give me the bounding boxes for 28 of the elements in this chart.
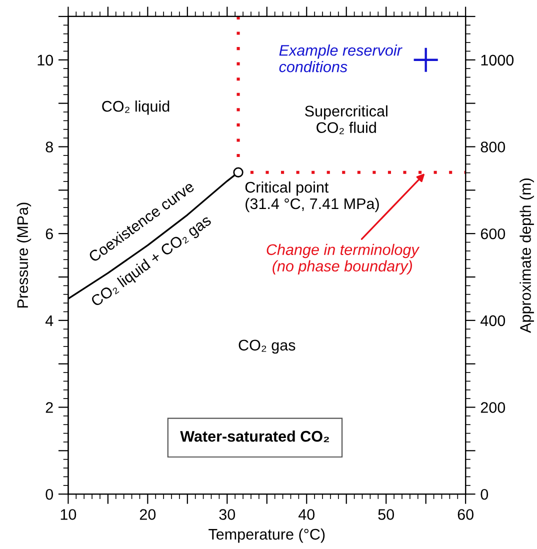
y2-tick-label: 200 bbox=[480, 402, 506, 413]
y-axis-title: Pressure (MPa) bbox=[16, 202, 32, 308]
y2-axis-title: Approximate depth (m) bbox=[520, 178, 534, 333]
y-tick-label: 4 bbox=[45, 315, 54, 326]
y-tick-label: 8 bbox=[46, 142, 53, 152]
annotation: CO₂ gas bbox=[238, 340, 296, 354]
annotation: Change in terminology (no phase boundary) bbox=[266, 244, 420, 275]
y2-tick-label: 800 bbox=[480, 142, 506, 152]
annotation: CO₂ liquid bbox=[102, 100, 170, 115]
x-tick-label: 60 bbox=[458, 509, 474, 520]
x-tick-label: 50 bbox=[378, 509, 394, 520]
annotation: Critical point (31.4 °C, 7.41 MPa) bbox=[245, 181, 379, 212]
y2-tick-label: 600 bbox=[480, 228, 506, 240]
y2-tick-label: 400 bbox=[480, 315, 506, 326]
y2-tick-label: 1000 bbox=[481, 54, 514, 66]
annotation: Water-saturated CO₂ bbox=[180, 430, 330, 442]
x-tick-label: 10 bbox=[60, 509, 76, 520]
x-axis-title: Temperature (°C) bbox=[208, 528, 325, 543]
y-tick-label: 2 bbox=[46, 402, 53, 413]
y2-tick-label: 0 bbox=[480, 488, 488, 500]
annotation: Supercritical CO₂ fluid bbox=[305, 105, 388, 134]
x-tick-label: 20 bbox=[140, 509, 156, 520]
y-tick-label: 10 bbox=[38, 54, 54, 66]
y-tick-label: 0 bbox=[46, 488, 54, 500]
annotation: Example reservoir conditions bbox=[279, 44, 402, 72]
y-tick-label: 6 bbox=[46, 228, 53, 240]
x-tick-label: 30 bbox=[219, 509, 236, 520]
x-tick-label: 40 bbox=[298, 509, 315, 520]
